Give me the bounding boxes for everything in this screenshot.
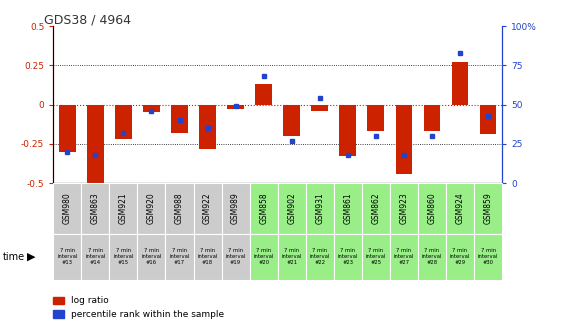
Bar [418, 183, 446, 234]
Bar [446, 183, 474, 234]
Text: 7 min
interval
#27: 7 min interval #27 [394, 249, 414, 265]
Text: 7 min
interval
#28: 7 min interval #28 [422, 249, 442, 265]
Bar [367, 105, 384, 131]
Bar [171, 105, 188, 133]
Bar [53, 234, 81, 280]
Text: ▶: ▶ [27, 252, 35, 262]
Text: GSM861: GSM861 [343, 193, 352, 224]
Text: GSM923: GSM923 [399, 193, 408, 224]
Text: GSM902: GSM902 [287, 193, 296, 224]
Text: 7 min
interval
#25: 7 min interval #25 [366, 249, 386, 265]
Text: 7 min
interval
#22: 7 min interval #22 [310, 249, 330, 265]
Bar [339, 105, 356, 156]
Bar [194, 234, 222, 280]
Bar [480, 105, 496, 134]
Text: 7 min
interval
#29: 7 min interval #29 [450, 249, 470, 265]
Bar [474, 183, 502, 234]
Text: GSM988: GSM988 [175, 193, 184, 224]
Text: 7 min
interval
#14: 7 min interval #14 [85, 249, 105, 265]
Text: GSM920: GSM920 [147, 193, 156, 224]
Bar [81, 234, 109, 280]
Bar [311, 105, 328, 111]
Text: GSM862: GSM862 [371, 193, 380, 224]
Text: GSM924: GSM924 [456, 193, 465, 224]
Bar [165, 234, 194, 280]
Bar [362, 183, 390, 234]
Text: 7 min
interval
#17: 7 min interval #17 [169, 249, 190, 265]
Bar [424, 105, 440, 131]
Text: 7 min
interval
#23: 7 min interval #23 [338, 249, 358, 265]
Text: GSM863: GSM863 [91, 193, 100, 224]
Bar [390, 234, 418, 280]
Text: GSM921: GSM921 [119, 193, 128, 224]
Bar [306, 234, 334, 280]
Bar [165, 183, 194, 234]
Bar [109, 234, 137, 280]
Bar [390, 183, 418, 234]
Bar [137, 183, 165, 234]
Bar [452, 62, 468, 105]
Text: GSM980: GSM980 [63, 193, 72, 224]
Bar [334, 183, 362, 234]
Text: GSM922: GSM922 [203, 193, 212, 224]
Bar [81, 183, 109, 234]
Bar [109, 183, 137, 234]
Bar [474, 234, 502, 280]
Bar [143, 105, 160, 112]
Text: GSM989: GSM989 [231, 193, 240, 224]
Bar [137, 234, 165, 280]
Bar [222, 234, 250, 280]
Text: 7 min
interval
#21: 7 min interval #21 [282, 249, 302, 265]
Text: time: time [3, 252, 25, 262]
Text: GDS38 / 4964: GDS38 / 4964 [44, 13, 131, 26]
Bar [278, 234, 306, 280]
Bar [418, 234, 446, 280]
Bar [222, 183, 250, 234]
Bar [194, 183, 222, 234]
Text: 7 min
interval
#18: 7 min interval #18 [197, 249, 218, 265]
Text: 7 min
interval
#15: 7 min interval #15 [113, 249, 134, 265]
Bar [334, 234, 362, 280]
Bar [87, 105, 104, 186]
Text: 7 min
interval
#16: 7 min interval #16 [141, 249, 162, 265]
Text: 7 min
interval
#13: 7 min interval #13 [57, 249, 77, 265]
Bar [53, 183, 81, 234]
Bar [446, 234, 474, 280]
Bar [362, 234, 390, 280]
Text: GSM858: GSM858 [259, 193, 268, 224]
Text: GSM931: GSM931 [315, 193, 324, 224]
Legend: log ratio, percentile rank within the sample: log ratio, percentile rank within the sa… [49, 293, 228, 322]
Text: 7 min
interval
#20: 7 min interval #20 [254, 249, 274, 265]
Text: GSM860: GSM860 [427, 193, 436, 224]
Text: 7 min
interval
#30: 7 min interval #30 [478, 249, 498, 265]
Bar [278, 183, 306, 234]
Bar [255, 84, 272, 105]
Bar [227, 105, 244, 109]
Bar [59, 105, 76, 152]
Bar [396, 105, 412, 174]
Bar [283, 105, 300, 136]
Bar [250, 183, 278, 234]
Bar [199, 105, 216, 148]
Bar [115, 105, 132, 139]
Bar [250, 234, 278, 280]
Text: 7 min
interval
#19: 7 min interval #19 [226, 249, 246, 265]
Text: GSM859: GSM859 [484, 193, 493, 224]
Bar [306, 183, 334, 234]
